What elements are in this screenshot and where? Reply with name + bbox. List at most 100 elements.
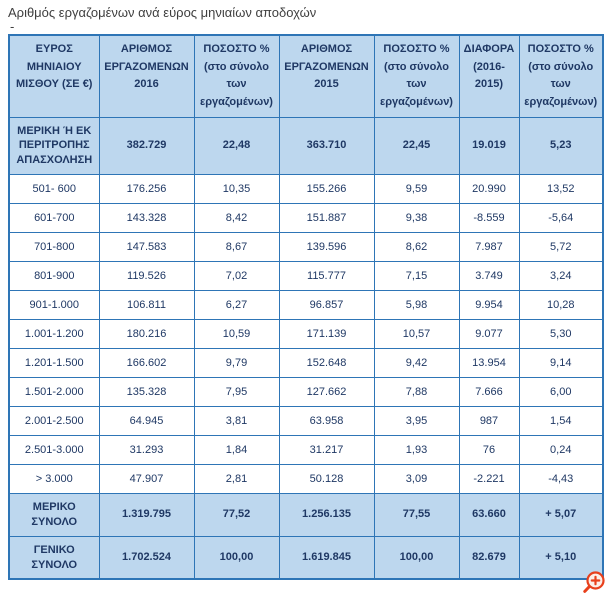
table-row: > 3.000 47.907 2,81 50.128 3,09 -2.221 -4,43 [8,464,604,495]
cell-value: 115.777 [278,261,375,292]
cell-value: 1,93 [373,435,460,466]
cell-value: 3.749 [458,261,520,292]
row-label: ΜΕΡΙΚΟ ΣΥΝΟΛΟ [8,493,100,537]
column-header: ΠΟΣΟΣΤΟ % (στο σύνολο των εργαζομένων) [193,34,280,118]
page-title: Αριθμός εργαζομένων ανά εύρος μηνιαίων α… [8,5,317,20]
cell-value: 152.648 [278,348,375,379]
cell-value: 180.216 [98,319,195,350]
row-label: 701-800 [8,232,100,263]
row-label: 2.501-3.000 [8,435,100,466]
employees-salary-table: ΕΥΡΟΣ ΜΗΝΙΑΙΟΥ ΜΙΣΘΟΥ (ΣΕ €) ΑΡΙΘΜΟΣ ΕΡΓΑΖΟΜ… [8,34,604,581]
cell-value: -4,43 [518,464,604,495]
cell-value: 19.019 [458,116,520,176]
cell-value: 3,24 [518,261,604,292]
cell-value: -8.559 [458,203,520,234]
cell-value: 1.619.845 [278,535,375,580]
cell-value: 20.990 [458,174,520,205]
cell-value: 47.907 [98,464,195,495]
cell-value: 9,59 [373,174,460,205]
cell-value: 7,88 [373,377,460,408]
table-row: ΜΕΡΙΚΟ ΣΥΝΟΛΟ 1.319.795 77,52 1.256.135 77,5… [8,493,604,537]
cell-value: 7.987 [458,232,520,263]
table-row: 801-900 119.526 7,02 115.777 7,15 3.749 3,24 [8,261,604,292]
cell-value: 22,48 [193,116,280,176]
cell-value: 127.662 [278,377,375,408]
table-row: 501- 600 176.256 10,35 155.266 9,59 20.990 13,… [8,174,604,205]
cell-value: 64.945 [98,406,195,437]
cell-value: 22,45 [373,116,460,176]
table-row: 2.501-3.000 31.293 1,84 31.217 1,93 76 0,24 [8,435,604,466]
row-label: 901-1.000 [8,290,100,321]
cell-value: 9.077 [458,319,520,350]
cell-value: 8,42 [193,203,280,234]
cell-value: 31.217 [278,435,375,466]
table-row: 701-800 147.583 8,67 139.596 8,62 7.987 5,72 [8,232,604,263]
cell-value: 363.710 [278,116,375,176]
cell-value: 8,62 [373,232,460,263]
row-label: > 3.000 [8,464,100,495]
cell-value: 987 [458,406,520,437]
cell-value: + 5,07 [518,493,604,537]
table-row: 601-700 143.328 8,42 151.887 9,38 -8.559 -5,64 [8,203,604,234]
cell-value: 50.128 [278,464,375,495]
cell-value: -2.221 [458,464,520,495]
cell-value: 13.954 [458,348,520,379]
cell-value: 5,30 [518,319,604,350]
cell-value: 1.319.795 [98,493,195,537]
cell-value: 3,95 [373,406,460,437]
table-row: 901-1.000 106.811 6,27 96.857 5,98 9.954 10,28 [8,290,604,321]
cell-value: 155.266 [278,174,375,205]
cell-value: 5,98 [373,290,460,321]
row-label: 2.001-2.500 [8,406,100,437]
column-header: ΠΟΣΟΣΤΟ % (στο σύνολο των εργαζομένων) [373,34,460,118]
row-label: 1.001-1.200 [8,319,100,350]
cell-value: 2,81 [193,464,280,495]
column-header: ΑΡΙΘΜΟΣ ΕΡΓΑΖΟΜΕΝΩΝ 2015 [278,34,375,118]
cell-value: 3,81 [193,406,280,437]
zoom-in-icon-svg [583,571,605,593]
cell-value: 6,27 [193,290,280,321]
cell-value: 8,67 [193,232,280,263]
cell-value: 9,38 [373,203,460,234]
column-header: ΔΙΑΦΟΡΑ (2016- 2015) [458,34,520,118]
cell-value: 9,79 [193,348,280,379]
cell-value: 82.679 [458,535,520,580]
cell-value: 176.256 [98,174,195,205]
cell-value: 63.958 [278,406,375,437]
cell-value: 7.666 [458,377,520,408]
table-row: ΓΕΝΙΚΟ ΣΥΝΟΛΟ 1.702.524 100,00 1.619.845 100… [8,535,604,580]
cell-value: 77,52 [193,493,280,537]
cell-value: 9,14 [518,348,604,379]
cell-value: 139.596 [278,232,375,263]
table-row: 2.001-2.500 64.945 3,81 63.958 3,95 987 1,54 [8,406,604,437]
cell-value: 7,95 [193,377,280,408]
row-label: ΜΕΡΙΚΗ Ή ΕΚ ΠΕΡΙΤΡΟΠΗΣ ΑΠΑΣΧΟΛΗΣΗ [8,116,100,176]
cell-value: 382.729 [98,116,195,176]
cell-value: 100,00 [373,535,460,580]
dash-text: - [10,19,15,34]
table-row: ΜΕΡΙΚΗ Ή ΕΚ ΠΕΡΙΤΡΟΠΗΣ ΑΠΑΣΧΟΛΗΣΗ 382.729… [8,116,604,176]
cell-value: 10,35 [193,174,280,205]
cell-value: 5,23 [518,116,604,176]
cell-value: 7,15 [373,261,460,292]
cell-value: 10,59 [193,319,280,350]
cell-value: 63.660 [458,493,520,537]
row-label: 801-900 [8,261,100,292]
cell-value: 10,28 [518,290,604,321]
column-header: ΠΟΣΟΣΤΟ % (στο σύνολο των εργαζομένων) [518,34,604,118]
zoom-in-icon[interactable] [581,570,607,594]
cell-value: 3,09 [373,464,460,495]
cell-value: 106.811 [98,290,195,321]
row-label: 1.201-1.500 [8,348,100,379]
cell-value: 9,42 [373,348,460,379]
column-header: ΕΥΡΟΣ ΜΗΝΙΑΙΟΥ ΜΙΣΘΟΥ (ΣΕ €) [8,34,100,118]
cell-value: 6,00 [518,377,604,408]
cell-value: 1,84 [193,435,280,466]
cell-value: 171.139 [278,319,375,350]
cell-value: 1.702.524 [98,535,195,580]
cell-value: + 5,10 [518,535,604,580]
table-header-row: ΕΥΡΟΣ ΜΗΝΙΑΙΟΥ ΜΙΣΘΟΥ (ΣΕ €) ΑΡΙΘΜΟΣ ΕΡΓΑΖΟΜ… [8,34,604,118]
table-row: 1.501-2.000 135.328 7,95 127.662 7,88 7.666 6,… [8,377,604,408]
table-row: 1.001-1.200 180.216 10,59 171.139 10,57 9.077… [8,319,604,350]
cell-value: 1,54 [518,406,604,437]
